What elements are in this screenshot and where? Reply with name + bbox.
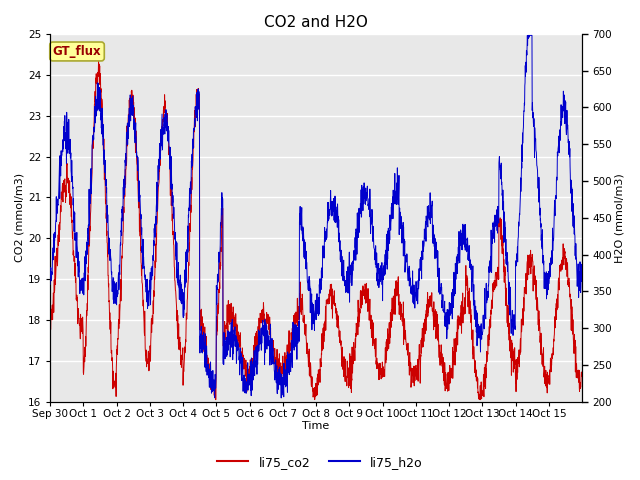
Legend: li75_co2, li75_h2o: li75_co2, li75_h2o bbox=[212, 451, 428, 474]
Text: GT_flux: GT_flux bbox=[52, 45, 101, 58]
Y-axis label: CO2 (mmol/m3): CO2 (mmol/m3) bbox=[15, 173, 25, 263]
Y-axis label: H2O (mmol/m3): H2O (mmol/m3) bbox=[615, 173, 625, 263]
X-axis label: Time: Time bbox=[303, 421, 330, 432]
Title: CO2 and H2O: CO2 and H2O bbox=[264, 15, 368, 30]
